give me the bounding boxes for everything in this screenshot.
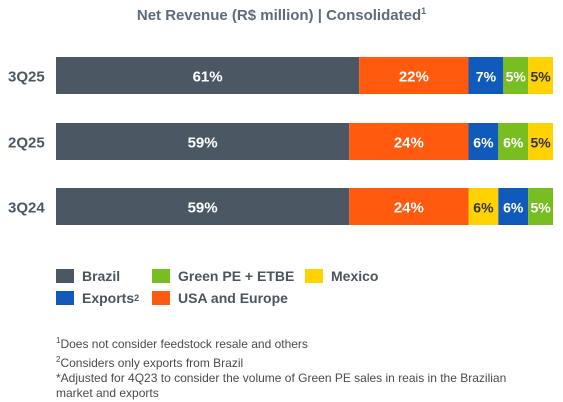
category-label: 3Q24 xyxy=(8,200,45,217)
bar-segment xyxy=(528,123,553,160)
data-label: 5% xyxy=(530,200,551,216)
bar-segment xyxy=(349,188,469,225)
category-label: 2Q25 xyxy=(8,135,45,152)
data-label: 59% xyxy=(188,135,218,152)
category-label: 3Q25 xyxy=(8,69,45,86)
footnotes: 1Does not consider feedstock resale and … xyxy=(56,333,516,401)
plot-area: 3Q25 61% 22% 7% 5% 5%2Q25 59% 24% 6% 6% 5%3Q24 59% 2… xyxy=(8,57,553,225)
data-label: 5% xyxy=(530,69,551,85)
legend-label: Exports xyxy=(82,290,135,306)
footnote-marker: 1 xyxy=(56,336,61,345)
data-label: 6% xyxy=(473,135,494,151)
bar-segment xyxy=(468,188,499,225)
legend-item: Exports 2 xyxy=(56,290,139,306)
legend-swatch xyxy=(152,291,170,305)
footnote: 1Does not consider feedstock resale and … xyxy=(56,333,516,352)
footnote-text: Adjusted for 4Q23 to consider the volume… xyxy=(56,371,507,400)
legend-swatch xyxy=(152,269,170,283)
chart-title: Net Revenue (R$ million) | Consolidated1 xyxy=(0,6,563,24)
data-label: 7% xyxy=(476,69,497,85)
bar-segment xyxy=(468,57,504,94)
footnote-marker: 2 xyxy=(56,355,61,364)
chart-title-text: Net Revenue (R$ million) xyxy=(136,7,314,24)
legend-item: Brazil xyxy=(56,268,120,284)
data-label: 6% xyxy=(503,200,524,216)
legend-label: Mexico xyxy=(331,268,379,284)
chart-title-sup: 1 xyxy=(421,6,427,16)
data-label: 61% xyxy=(193,69,223,86)
bar-segment xyxy=(56,123,350,160)
data-label: 5% xyxy=(530,135,551,151)
bar-segment xyxy=(56,188,350,225)
bar-segment xyxy=(56,57,360,94)
legend-swatch xyxy=(56,291,74,305)
legend-swatch xyxy=(305,269,323,283)
footnote: *Adjusted for 4Q23 to consider the volum… xyxy=(56,371,516,401)
bar-segment xyxy=(528,57,553,94)
legend-sup: 2 xyxy=(134,293,140,303)
bar-segment xyxy=(359,57,469,94)
data-label: 6% xyxy=(503,135,524,151)
data-label: 24% xyxy=(394,200,424,217)
data-label: 6% xyxy=(473,200,494,216)
legend-item: USA and Europe xyxy=(152,290,288,306)
footnote-text: Considers only exports from Brazil xyxy=(60,356,244,370)
chart-title-suffix: | Consolidated xyxy=(317,7,422,24)
bar-segment xyxy=(528,188,553,225)
bar-segment xyxy=(349,123,469,160)
data-label: 22% xyxy=(399,69,429,86)
bar-segment xyxy=(498,123,529,160)
footnote: 2Considers only exports from Brazil xyxy=(56,352,516,371)
legend-item: Green PE + ETBE xyxy=(152,268,294,284)
data-label: 24% xyxy=(394,135,424,152)
data-label: 59% xyxy=(188,200,218,217)
legend-label: Brazil xyxy=(82,268,121,284)
footnote-text: Does not consider feedstock resale and o… xyxy=(60,337,308,351)
bar-segment xyxy=(468,123,499,160)
legend-label: USA and Europe xyxy=(178,290,288,306)
bar-segment xyxy=(503,57,529,94)
legend-item: Mexico xyxy=(305,268,378,284)
legend-label: Green PE + ETBE xyxy=(178,268,295,284)
data-label: 5% xyxy=(506,69,527,85)
footnote-marker: * xyxy=(56,371,61,385)
legend-swatch xyxy=(56,269,74,283)
bar-segment xyxy=(498,188,529,225)
